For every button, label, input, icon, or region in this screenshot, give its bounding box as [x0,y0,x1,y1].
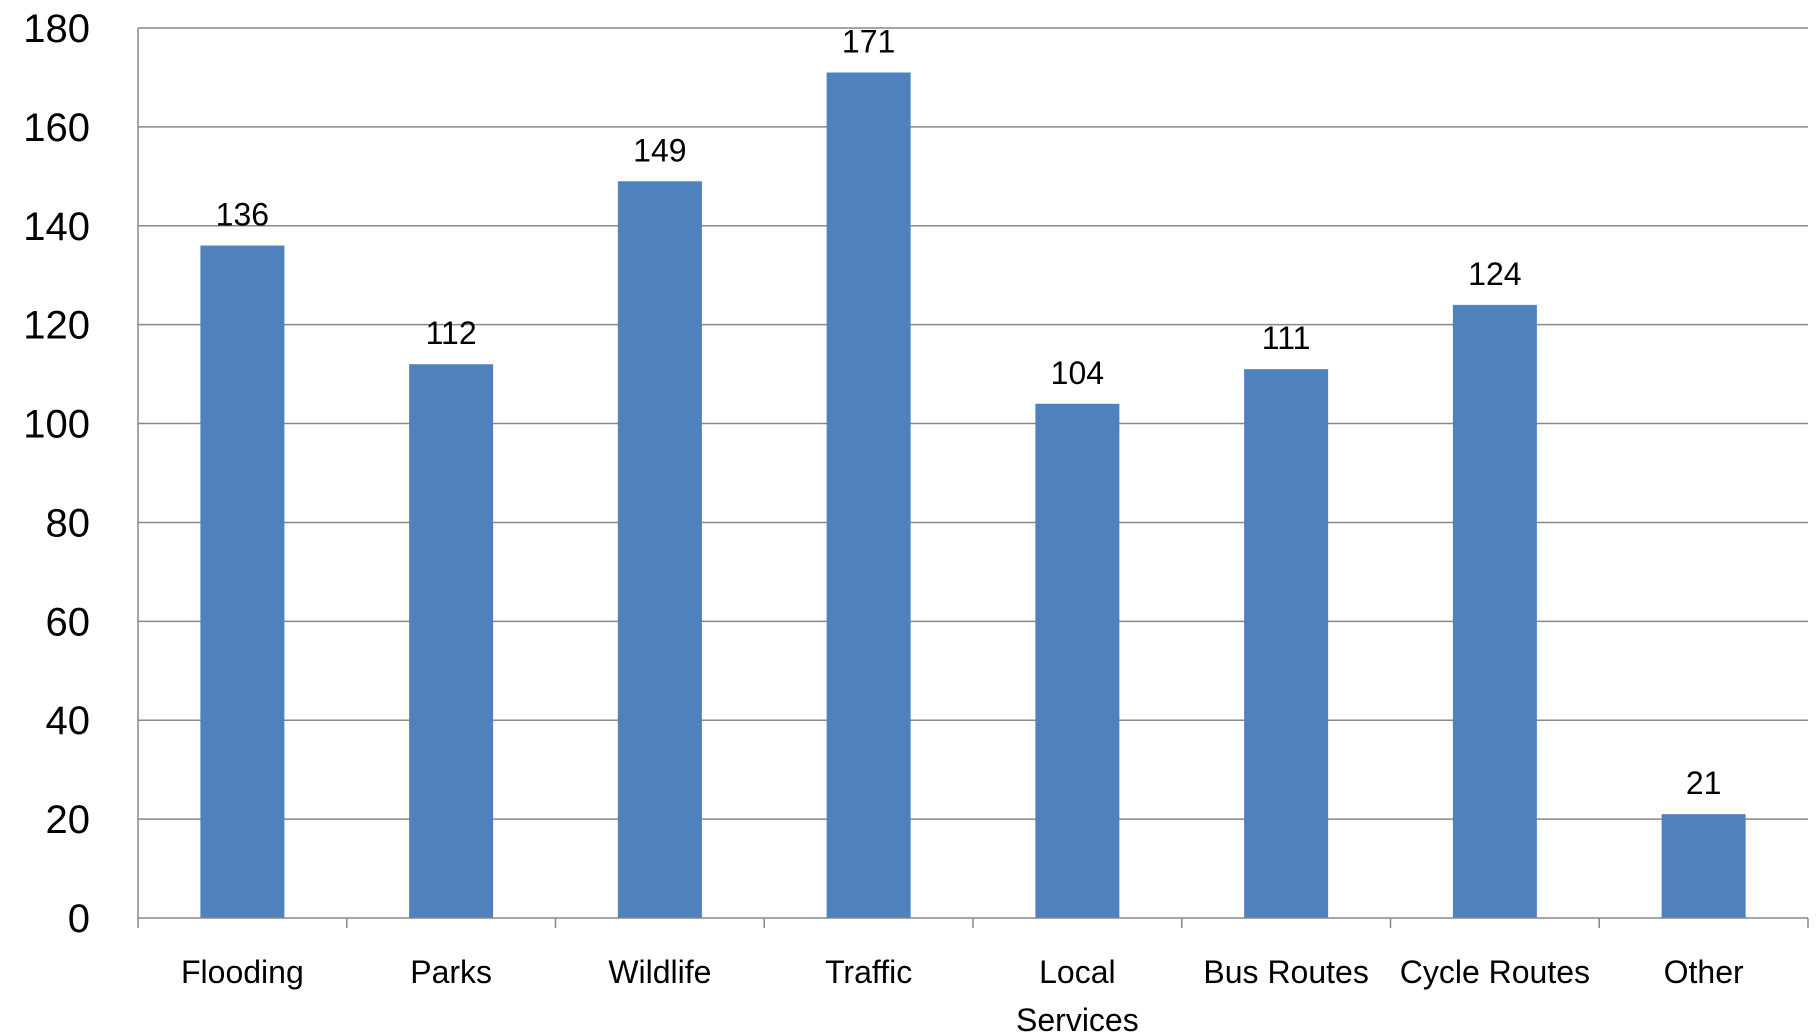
y-tick-label: 80 [46,501,91,545]
x-tick-label: Bus Routes [1203,954,1368,990]
y-tick-label: 40 [46,699,91,743]
x-tick-label-line: Flooding [181,954,304,990]
bar [1661,814,1746,918]
y-tick-label: 20 [46,798,91,842]
bar [200,245,285,919]
x-tick-label-line: Cycle Routes [1400,954,1590,990]
y-tick-label: 160 [23,106,90,150]
x-tick-label-line: Bus Routes [1203,954,1368,990]
data-label: 171 [842,24,895,60]
x-tick-label-line: Traffic [825,954,912,990]
bar [409,364,494,918]
y-tick-label: 60 [46,600,91,644]
data-label: 124 [1468,256,1521,292]
y-tick-label: 100 [23,403,90,447]
x-tick-label-line: Services [1016,1002,1139,1033]
x-tick-label: Flooding [181,954,304,990]
x-tick-label-line: Parks [410,954,492,990]
bar [1452,304,1537,918]
data-label: 112 [426,315,477,351]
bar [1244,369,1329,919]
bar [826,72,911,918]
x-tick-label: Cycle Routes [1400,954,1590,990]
x-tick-label: Parks [410,954,492,990]
data-label: 111 [1262,320,1311,356]
x-tick-label-line: Other [1664,954,1744,990]
y-tick-label: 120 [23,304,90,348]
x-tick-label: Local Services [1016,954,1139,1033]
x-tick-label: Other [1664,954,1744,990]
data-label: 21 [1686,765,1722,801]
x-tick-label: Wildlife [608,954,711,990]
x-tick-label: Traffic [825,954,912,990]
data-label: 136 [216,197,269,233]
bar [617,181,702,918]
y-tick-label: 180 [23,7,90,51]
bar [1035,403,1120,918]
y-tick-label: 140 [23,205,90,249]
x-tick-label-line: Wildlife [608,954,711,990]
y-tick-label: 0 [68,897,90,941]
x-tick-label-line: Local [1039,954,1116,990]
data-label: 149 [633,132,686,168]
data-label: 104 [1051,355,1104,391]
